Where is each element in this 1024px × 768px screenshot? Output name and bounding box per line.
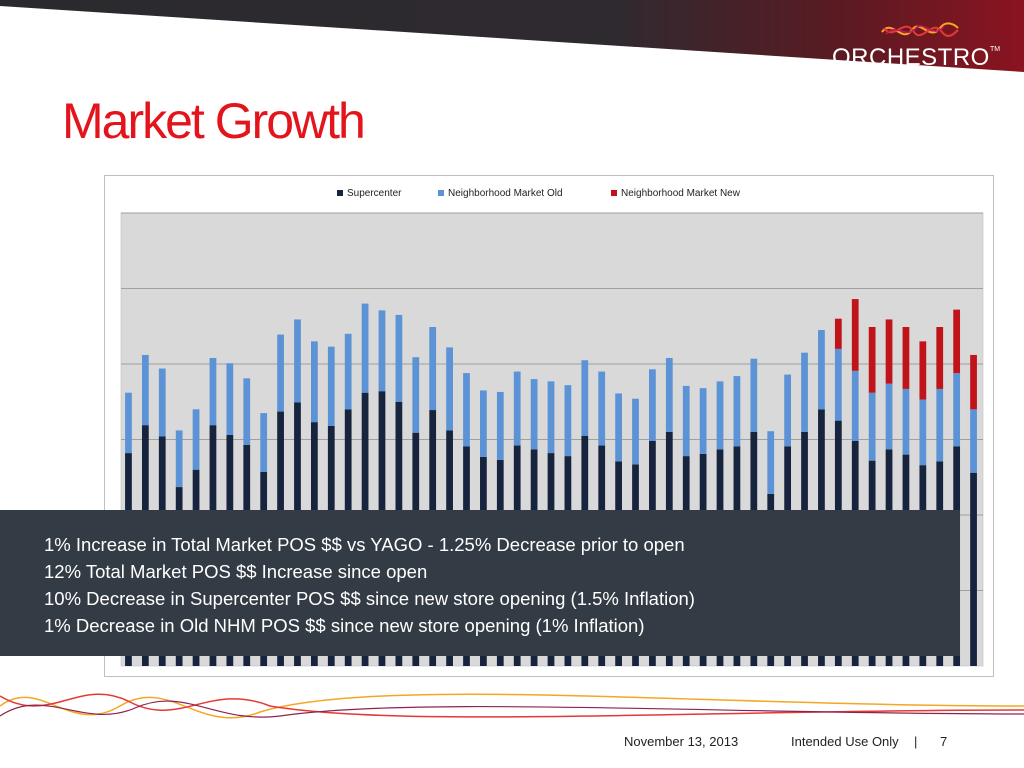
bar-1-series-2 <box>125 392 132 454</box>
footer-date: November 13, 2013 <box>624 734 739 749</box>
bar-4-series-2 <box>175 430 183 488</box>
bar-45-series-3 <box>868 327 876 393</box>
bar-36-series-2 <box>716 381 724 450</box>
summary-overlay: 1% Increase in Total Market POS $$ vs YA… <box>0 510 960 656</box>
bar-2-series-2 <box>141 354 149 426</box>
bar-39-series-2 <box>767 431 775 494</box>
bar-49-series-3 <box>936 327 944 389</box>
bar-23-series-2 <box>496 391 504 460</box>
bar-38-series-2 <box>750 358 758 432</box>
bar-15-series-2 <box>361 303 369 393</box>
bar-8-series-2 <box>243 378 251 445</box>
logo-trademark: TM <box>990 46 1001 53</box>
bar-18-series-2 <box>412 357 420 433</box>
legend-label-1: Supercenter <box>347 188 402 199</box>
footer-wave-decoration <box>0 693 1024 719</box>
bar-41-series-2 <box>801 352 808 432</box>
bar-51-series-3 <box>970 354 977 410</box>
bar-47-series-2 <box>902 388 910 455</box>
bar-33-series-2 <box>665 357 673 432</box>
page-number: 7 <box>940 734 948 749</box>
bar-12-series-2 <box>310 341 318 423</box>
bar-13-series-2 <box>327 346 335 426</box>
bar-47-series-3 <box>902 327 910 389</box>
bar-28-series-2 <box>581 360 589 436</box>
bar-46-series-3 <box>885 319 893 384</box>
bar-49-series-2 <box>936 388 944 462</box>
bar-32-series-2 <box>649 369 656 442</box>
bar-50-series-2 <box>953 373 961 447</box>
bar-19-series-2 <box>429 327 437 411</box>
bar-29-series-2 <box>598 371 606 446</box>
summary-line-4: 1% Decrease in Old NHM POS $$ since new … <box>44 615 645 636</box>
legend-label-2: Neighborhood Market Old <box>448 188 563 199</box>
bar-31-series-2 <box>632 398 639 465</box>
bar-43-series-3 <box>834 318 842 349</box>
bar-44-series-3 <box>851 299 859 371</box>
legend-label-3: Neighborhood Market New <box>621 188 741 199</box>
bar-10-series-2 <box>277 334 284 412</box>
footer-usage-label: Intended Use Only <box>791 734 899 749</box>
page-title: Market Growth <box>62 93 366 149</box>
orchestro-logo: ORCHESTRO TM <box>832 14 1002 74</box>
footer-separator: | <box>914 734 918 749</box>
summary-line-3: 10% Decrease in Supercenter POS $$ since… <box>44 588 695 609</box>
bar-51-series-1 <box>970 472 977 666</box>
bar-25-series-2 <box>530 379 538 450</box>
summary-line-2: 12% Total Market POS $$ Increase since o… <box>44 561 428 582</box>
bar-26-series-2 <box>547 381 555 454</box>
logo-text: ORCHESTRO <box>832 44 990 71</box>
bar-35-series-2 <box>699 388 707 454</box>
header-band <box>0 0 1024 72</box>
bar-51-series-2 <box>970 409 977 473</box>
summary-line-1: 1% Increase in Total Market POS $$ vs YA… <box>44 534 685 555</box>
bar-42-series-2 <box>818 330 825 410</box>
bar-40-series-2 <box>784 374 792 447</box>
bar-27-series-2 <box>564 385 572 457</box>
bar-48-series-2 <box>919 399 927 466</box>
legend-swatch-3 <box>611 190 617 196</box>
bar-45-series-2 <box>868 392 876 461</box>
bar-16-series-2 <box>378 310 386 392</box>
bar-48-series-3 <box>919 341 927 400</box>
bar-30-series-2 <box>615 393 622 462</box>
bar-14-series-2 <box>344 333 352 410</box>
bar-17-series-2 <box>395 314 403 402</box>
logo-swirl-icon <box>881 22 959 37</box>
bar-6-series-2 <box>209 357 217 426</box>
bar-21-series-2 <box>463 373 470 447</box>
bar-5-series-2 <box>192 409 200 470</box>
bar-34-series-2 <box>682 385 690 457</box>
bar-22-series-2 <box>480 390 487 457</box>
bar-24-series-2 <box>513 371 521 446</box>
bar-37-series-2 <box>733 376 741 447</box>
legend-swatch-1 <box>337 190 343 196</box>
bar-20-series-2 <box>446 347 453 431</box>
legend-swatch-2 <box>438 190 444 196</box>
bar-50-series-3 <box>953 309 961 374</box>
bar-3-series-2 <box>158 368 166 437</box>
bar-46-series-2 <box>885 383 893 450</box>
bar-44-series-2 <box>851 370 859 442</box>
bar-43-series-2 <box>834 348 842 421</box>
bar-7-series-2 <box>226 363 234 435</box>
bar-11-series-2 <box>294 319 301 403</box>
bar-9-series-2 <box>260 413 268 472</box>
